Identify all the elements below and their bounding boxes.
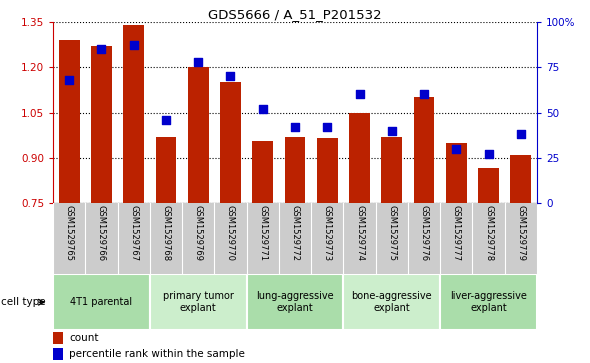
Text: GSM1529768: GSM1529768	[162, 205, 171, 261]
Bar	[53, 348, 63, 360]
Text: liver-aggressive
explant: liver-aggressive explant	[450, 291, 527, 313]
Bar	[123, 25, 144, 203]
Text: GSM1529770: GSM1529770	[226, 205, 235, 261]
Text: GSM1529773: GSM1529773	[323, 205, 332, 261]
Point	[226, 73, 235, 79]
Bar	[253, 141, 273, 203]
Point	[355, 91, 364, 97]
Bar	[220, 82, 241, 203]
Bar	[343, 274, 440, 330]
Point	[419, 91, 429, 97]
Bar	[150, 274, 247, 330]
Point	[387, 128, 396, 134]
Bar	[440, 274, 537, 330]
Text: GSM1529771: GSM1529771	[258, 205, 267, 261]
Bar	[247, 274, 343, 330]
Bar	[59, 40, 80, 203]
Point	[129, 42, 139, 48]
Text: primary tumor
explant: primary tumor explant	[163, 291, 234, 313]
Bar	[381, 137, 402, 203]
Text: percentile rank within the sample: percentile rank within the sample	[69, 349, 245, 359]
Text: GSM1529774: GSM1529774	[355, 205, 364, 261]
Text: GSM1529766: GSM1529766	[97, 205, 106, 261]
Point	[194, 59, 203, 65]
Point	[484, 151, 493, 157]
Bar	[510, 155, 531, 203]
Bar	[188, 67, 209, 203]
Point	[97, 46, 106, 52]
Bar	[414, 97, 434, 203]
Bar	[53, 274, 150, 330]
Point	[64, 77, 74, 83]
Text: lung-aggressive
explant: lung-aggressive explant	[256, 291, 334, 313]
Bar	[478, 168, 499, 203]
Text: GSM1529767: GSM1529767	[129, 205, 138, 261]
Bar	[349, 113, 370, 203]
Title: GDS5666 / A_51_P201532: GDS5666 / A_51_P201532	[208, 8, 382, 21]
Point	[516, 131, 526, 137]
Text: GSM1529779: GSM1529779	[516, 205, 525, 261]
Bar	[53, 333, 63, 344]
Bar	[91, 46, 112, 203]
Text: bone-aggressive
explant: bone-aggressive explant	[352, 291, 432, 313]
Text: GSM1529765: GSM1529765	[65, 205, 74, 261]
Bar	[156, 137, 176, 203]
Bar	[284, 137, 306, 203]
Text: count: count	[69, 333, 99, 343]
Point	[451, 146, 461, 152]
Text: cell type: cell type	[1, 297, 46, 307]
Point	[290, 124, 300, 130]
Text: 4T1 parental: 4T1 parental	[70, 297, 133, 307]
Text: GSM1529769: GSM1529769	[194, 205, 203, 261]
Bar	[446, 143, 467, 203]
Text: GSM1529772: GSM1529772	[290, 205, 300, 261]
Text: GSM1529776: GSM1529776	[419, 205, 428, 261]
Point	[161, 117, 171, 123]
Point	[323, 124, 332, 130]
Text: GSM1529778: GSM1529778	[484, 205, 493, 261]
Bar	[317, 138, 337, 203]
Text: GSM1529777: GSM1529777	[452, 205, 461, 261]
Text: GSM1529775: GSM1529775	[387, 205, 396, 261]
Point	[258, 106, 267, 112]
